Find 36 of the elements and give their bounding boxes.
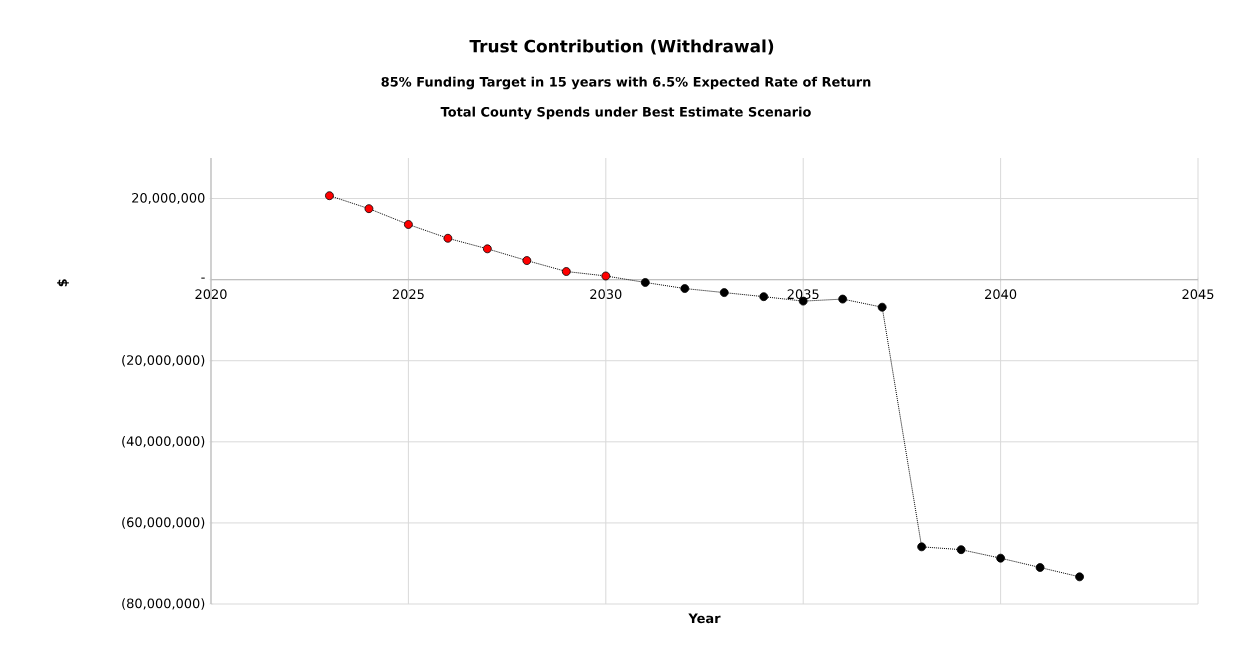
y-tick-label: (80,000,000) (122, 598, 205, 610)
y-tick-label: (20,000,000) (122, 354, 205, 367)
point (482, 244, 492, 254)
y-tick-label: (40,000,000) (122, 436, 205, 448)
x-tick-label: 2045 (1182, 289, 1214, 300)
y-tick-label: (60,000,000) (122, 517, 205, 529)
point (1035, 563, 1045, 572)
point (680, 284, 690, 293)
point (640, 278, 650, 287)
x-tick-label: 2020 (195, 289, 227, 300)
point (364, 204, 374, 214)
point (522, 256, 532, 265)
x-axis-title: Year (688, 613, 721, 624)
point (996, 553, 1006, 563)
text: Total County Spends under Best Estimate Scenario (440, 106, 811, 120)
y-tick-label: 20,000,000 (132, 192, 205, 205)
point (404, 220, 413, 229)
point (601, 271, 611, 281)
point (561, 267, 571, 276)
point (1075, 572, 1084, 582)
x-tick-label: 2040 (985, 289, 1017, 300)
point (325, 191, 334, 201)
point (917, 542, 927, 552)
y-tick-label: - (201, 277, 205, 279)
point (838, 294, 848, 304)
point (443, 233, 453, 243)
x-tick-label: 2035 (787, 289, 819, 300)
chart-title: Trust Contribution (Withdrawal) (469, 39, 774, 55)
chart-subtitle: 85% Funding Target in 15 years with 6.5% Expected Rate of Return (381, 76, 871, 90)
point (877, 302, 887, 312)
point (759, 292, 769, 302)
x-tick-label: 2025 (392, 289, 424, 300)
point (719, 288, 729, 297)
x-tick-label: 2030 (590, 289, 622, 300)
point (956, 545, 966, 555)
y-axis-title: $ (57, 279, 69, 287)
